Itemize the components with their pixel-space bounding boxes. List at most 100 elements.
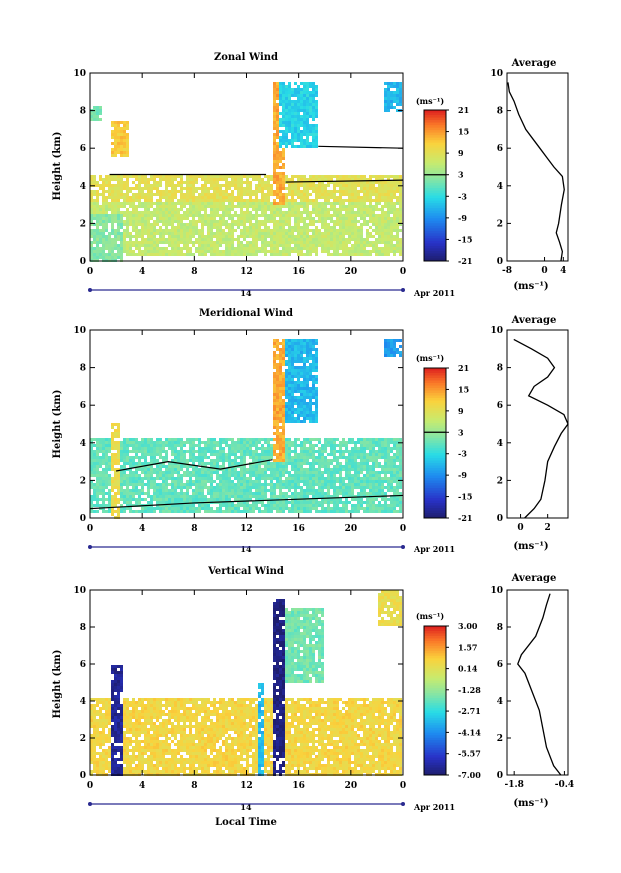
heatmap-cell — [180, 498, 183, 501]
heatmap-cell — [294, 115, 297, 118]
heatmap-cell — [201, 498, 204, 501]
heatmap-cell — [294, 504, 297, 507]
heatmap-cell — [111, 142, 114, 145]
heatmap-cell — [291, 106, 294, 109]
heatmap-cell — [246, 220, 249, 223]
heatmap-cell — [102, 459, 105, 462]
heatmap-cell — [300, 372, 303, 375]
heatmap-cell — [357, 232, 360, 235]
heatmap-cell — [267, 187, 270, 190]
heatmap-cell — [294, 226, 297, 229]
heatmap-cell — [189, 232, 192, 235]
heatmap-cell — [126, 127, 129, 130]
heatmap-cell — [207, 447, 210, 450]
heatmap-cell — [99, 187, 102, 190]
heatmap-cell — [285, 109, 288, 112]
heatmap-cell — [246, 444, 249, 447]
heatmap-cell — [261, 504, 264, 507]
heatmap-cell — [342, 199, 345, 202]
heatmap-cell — [162, 214, 165, 217]
heatmap-cell — [186, 181, 189, 184]
heatmap-cell — [162, 205, 165, 208]
heatmap-cell — [297, 190, 300, 193]
heatmap-cell — [177, 184, 180, 187]
heatmap-cell — [201, 217, 204, 220]
heatmap-cell — [222, 229, 225, 232]
heatmap-cell — [264, 447, 267, 450]
heatmap-cell — [219, 190, 222, 193]
heatmap-cell — [390, 217, 393, 220]
heatmap-cell — [396, 226, 399, 229]
heatmap-cell — [237, 238, 240, 241]
heatmap-cell — [282, 94, 285, 97]
heatmap-cell — [303, 408, 306, 411]
heatmap-cell — [399, 229, 402, 232]
heatmap-cell — [216, 462, 219, 465]
heatmap-cell — [159, 196, 162, 199]
heatmap-cell — [306, 112, 309, 115]
heatmap-cell — [276, 172, 279, 175]
heatmap-cell — [132, 175, 135, 178]
heatmap-cell — [369, 181, 372, 184]
heatmap-cell — [291, 121, 294, 124]
heatmap-cell — [288, 402, 291, 405]
heatmap-cell — [195, 444, 198, 447]
heatmap-cell — [237, 214, 240, 217]
heatmap-cell — [297, 106, 300, 109]
heatmap-cell — [267, 441, 270, 444]
heatmap-cell — [117, 456, 120, 459]
heatmap-cell — [141, 507, 144, 510]
heatmap-cell — [159, 250, 162, 253]
heatmap-cell — [255, 199, 258, 202]
heatmap-cell — [111, 510, 114, 513]
heatmap-cell — [306, 181, 309, 184]
heatmap-cell — [294, 247, 297, 250]
heatmap-cell — [201, 450, 204, 453]
heatmap-cell — [114, 495, 117, 498]
heatmap-cell — [159, 498, 162, 501]
heatmap-cell — [144, 244, 147, 247]
heatmap-cell — [297, 91, 300, 94]
heatmap-cell — [114, 196, 117, 199]
heatmap-cell — [303, 187, 306, 190]
heatmap-cell — [273, 82, 276, 85]
heatmap-cell — [321, 250, 324, 253]
heatmap-cell — [282, 339, 285, 342]
heatmap-cell — [192, 474, 195, 477]
heatmap-cell — [117, 253, 120, 256]
heatmap-cell — [252, 507, 255, 510]
heatmap-cell — [252, 235, 255, 238]
heatmap-cell — [381, 226, 384, 229]
heatmap-cell — [315, 214, 318, 217]
heatmap-cell — [189, 450, 192, 453]
heatmap-cell — [168, 238, 171, 241]
heatmap-cell — [276, 417, 279, 420]
heatmap-cell — [153, 226, 156, 229]
heatmap-cell — [267, 229, 270, 232]
heatmap-cell — [312, 241, 315, 244]
heatmap-cell — [120, 256, 123, 259]
heatmap-cell — [342, 223, 345, 226]
heatmap-cell — [135, 241, 138, 244]
heatmap-cell — [297, 480, 300, 483]
heatmap-cell — [114, 501, 117, 504]
heatmap-cell — [114, 435, 117, 438]
heatmap-cell — [279, 232, 282, 235]
heatmap-cell — [297, 342, 300, 345]
heatmap-cell — [270, 456, 273, 459]
heatmap-cell — [99, 238, 102, 241]
heatmap-cell — [225, 226, 228, 229]
heatmap-cell — [249, 495, 252, 498]
heatmap-cell — [186, 217, 189, 220]
heatmap-cell — [114, 214, 117, 217]
heatmap-cells — [90, 82, 402, 262]
heatmap-cell — [387, 190, 390, 193]
heatmap-cell — [144, 205, 147, 208]
heatmap-cell — [360, 235, 363, 238]
heatmap-cell — [285, 453, 288, 456]
heatmap-cell — [366, 211, 369, 214]
heatmap-cell — [180, 250, 183, 253]
heatmap-cell — [303, 405, 306, 408]
colorbar-segment — [424, 185, 446, 189]
y-tick-label: 2 — [80, 219, 86, 229]
